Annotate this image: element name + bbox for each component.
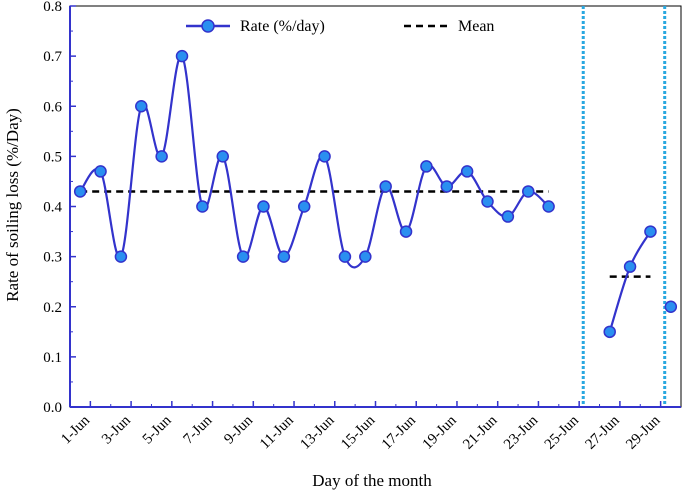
rate-point [460, 165, 474, 178]
rate-point [257, 200, 270, 213]
y-tick-label: 0.5 [43, 149, 62, 165]
legend-rate-marker [201, 19, 215, 33]
rate-point [155, 150, 168, 163]
rate-point [73, 185, 87, 198]
rate-line [79, 55, 550, 269]
legend: Rate (%/day) Mean [186, 18, 494, 35]
rate-point [297, 200, 311, 213]
x-tick-label: 1-Jun [58, 412, 93, 447]
x-tick-label: 17-Jun [379, 412, 420, 453]
rate-point [94, 165, 107, 178]
x-axis-title: Day of the month [312, 471, 432, 490]
rate-point [135, 100, 148, 113]
x-tick-label: 19-Jun [420, 412, 461, 453]
x-tick-label: 5-Jun [140, 412, 175, 447]
x-tick-label: 13-Jun [297, 412, 338, 453]
rate-point [603, 325, 616, 339]
rate-point [399, 225, 413, 238]
rate-line [608, 230, 652, 333]
rate-point [318, 150, 331, 163]
y-tick-label: 0.6 [43, 99, 62, 115]
y-axis-title: Rate of soiling loss (%/Day) [3, 108, 22, 302]
x-tick-label: 23-Jun [501, 412, 542, 453]
rate-point [196, 200, 209, 213]
axes [69, 6, 681, 408]
rate-point [440, 180, 454, 193]
rate-point [359, 250, 372, 263]
rate-point [379, 180, 392, 193]
plot-area [69, 5, 682, 408]
x-tick-label: 15-Jun [338, 412, 379, 453]
rate-point [175, 49, 189, 63]
rate-point [420, 160, 433, 173]
rate-point [216, 150, 229, 163]
x-tick-label: 7-Jun [181, 412, 216, 447]
rate-point [481, 195, 494, 208]
y-tick-label: 0.0 [43, 400, 62, 416]
y-tick-label: 0.2 [43, 300, 62, 316]
y-tick-label: 0.7 [43, 49, 62, 65]
rate-point [277, 250, 291, 263]
separator-lines [581, 6, 667, 407]
x-tick-label: 3-Jun [99, 412, 134, 447]
y-axis-ticks: 0.0 0.1 0.2 0.3 0.4 0.5 0.6 0.7 0.8 [43, 0, 76, 416]
rate-point [338, 250, 352, 263]
x-axis-ticks: 1-Jun 3-Jun 5-Jun 7-Jun 9-Jun 11-Jun 13-Jun 15-… [58, 401, 664, 453]
rate-point [501, 210, 515, 223]
plot-border [69, 5, 682, 408]
x-tick-label: 9-Jun [221, 412, 256, 447]
mean-series [80, 190, 651, 278]
x-tick-label: 11-Jun [257, 412, 297, 452]
rate-series [73, 49, 678, 339]
x-tick-label: 29-Jun [623, 412, 664, 453]
x-tick-label: 21-Jun [460, 412, 501, 453]
rate-point [664, 300, 678, 313]
rate-point [644, 225, 657, 238]
rate-point [542, 200, 555, 213]
y-tick-label: 0.3 [43, 250, 62, 266]
y-tick-label: 0.1 [43, 350, 62, 366]
legend-rate-label: Rate (%/day) [240, 18, 325, 35]
x-tick-label: 25-Jun [542, 412, 583, 453]
rate-point [522, 185, 535, 198]
rate-point [236, 250, 250, 263]
x-tick-label: 27-Jun [583, 412, 624, 453]
y-tick-label: 0.8 [43, 0, 62, 15]
legend-mean-label: Mean [458, 18, 494, 35]
y-tick-label: 0.4 [43, 200, 62, 216]
rate-point [114, 250, 128, 263]
rate-point [623, 260, 637, 273]
